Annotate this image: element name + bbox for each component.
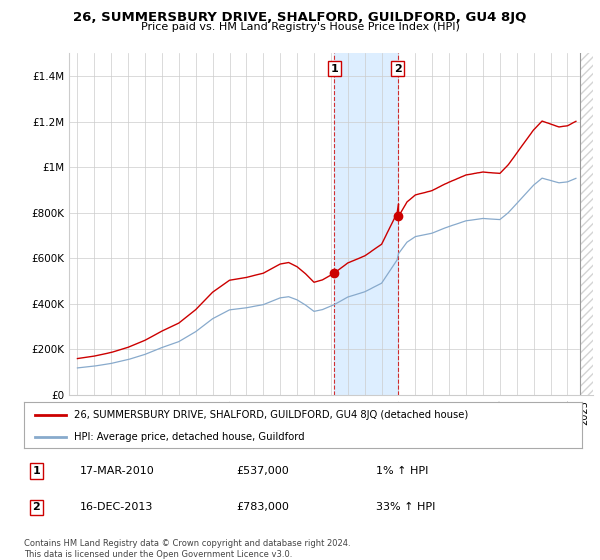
Text: 16-DEC-2013: 16-DEC-2013	[80, 502, 153, 512]
Text: Contains HM Land Registry data © Crown copyright and database right 2024.
This d: Contains HM Land Registry data © Crown c…	[24, 539, 350, 559]
Bar	[334, 53, 398, 395]
Text: Price paid vs. HM Land Registry's House Price Index (HPI): Price paid vs. HM Land Registry's House …	[140, 22, 460, 32]
Text: £783,000: £783,000	[236, 502, 289, 512]
Text: HPI: Average price, detached house, Guildford: HPI: Average price, detached house, Guil…	[74, 432, 305, 441]
Text: 1: 1	[331, 64, 338, 73]
Text: 1% ↑ HPI: 1% ↑ HPI	[376, 466, 428, 476]
Bar	[580, 53, 593, 395]
Text: 2: 2	[32, 502, 40, 512]
Bar	[580, 53, 593, 395]
Text: 2: 2	[394, 64, 401, 73]
Text: 33% ↑ HPI: 33% ↑ HPI	[376, 502, 435, 512]
Text: 26, SUMMERSBURY DRIVE, SHALFORD, GUILDFORD, GU4 8JQ (detached house): 26, SUMMERSBURY DRIVE, SHALFORD, GUILDFO…	[74, 410, 469, 420]
Text: 1: 1	[32, 466, 40, 476]
Text: 26, SUMMERSBURY DRIVE, SHALFORD, GUILDFORD, GU4 8JQ: 26, SUMMERSBURY DRIVE, SHALFORD, GUILDFO…	[73, 11, 527, 24]
Text: £537,000: £537,000	[236, 466, 289, 476]
Text: 17-MAR-2010: 17-MAR-2010	[80, 466, 155, 476]
